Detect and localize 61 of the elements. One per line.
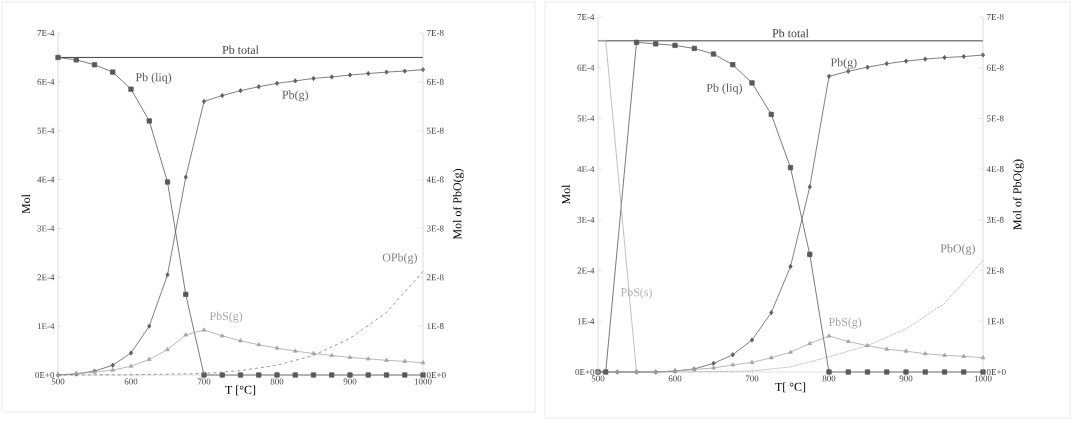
y-tick-label: 1E-4 xyxy=(577,318,595,325)
y-axis-title: Mol xyxy=(561,184,571,205)
y-tick-label: 0E+0 xyxy=(35,371,55,379)
y-tick-label: 7E-4 xyxy=(37,30,55,36)
y2-tick-label: 3E-8 xyxy=(986,216,1004,223)
y-tick-label: 6E-4 xyxy=(577,64,595,71)
x-tick-label: 900 xyxy=(899,375,913,382)
x-axis-title: T[ °C] xyxy=(775,382,806,393)
ref-line-label: Pb total xyxy=(222,45,259,54)
y2-tick-label: 6E-8 xyxy=(426,78,444,85)
x-tick-label: 600 xyxy=(668,375,682,382)
y-tick-label: 5E-4 xyxy=(37,127,55,134)
y2-tick-label: 1E-8 xyxy=(427,323,444,330)
series-label: PbS(g) xyxy=(209,311,243,323)
y2-tick-label: 3E-8 xyxy=(426,225,444,232)
x-tick-label: 700 xyxy=(197,378,211,385)
x-axis-title: T [°C] xyxy=(225,385,256,396)
x-tick-label: 600 xyxy=(124,378,138,385)
y-axis-title: Mol xyxy=(21,194,31,214)
x-tick-label: 800 xyxy=(270,378,284,385)
series-label: Pb(g) xyxy=(830,57,857,69)
series-label: Pb (liq) xyxy=(706,83,742,95)
x-tick-label: 800 xyxy=(822,375,836,382)
y2-tick-label: 5E-8 xyxy=(427,127,444,134)
y2-tick-label: 0E+0 xyxy=(426,371,446,379)
y-tick-label: 6E-4 xyxy=(37,78,55,85)
y-tick-label: 7E-4 xyxy=(577,14,595,20)
series-label: OPb(g) xyxy=(382,253,417,264)
x-tick-label: 900 xyxy=(343,378,357,385)
y2-tick-label: 0E+0 xyxy=(986,368,1006,376)
x-tick-label: 700 xyxy=(745,375,759,382)
ref-line-label: Pb total xyxy=(772,28,809,38)
y2-tick-label: 5E-8 xyxy=(987,115,1004,122)
y2-tick-label: 2E-8 xyxy=(426,274,444,281)
y-tick-label: 2E-4 xyxy=(37,274,55,281)
series-label: Pb (liq) xyxy=(135,72,172,84)
series-label: PbS(g) xyxy=(828,317,862,329)
series-label: Pb(g) xyxy=(282,90,309,102)
y-tick-label: 4E-4 xyxy=(577,166,595,173)
y-tick-label: 3E-4 xyxy=(37,225,55,232)
y2-tick-label: 7E-8 xyxy=(427,29,444,37)
series-label: PbS(s) xyxy=(620,287,652,299)
y2-tick-label: 2E-8 xyxy=(986,267,1004,274)
y2-tick-label: 1E-8 xyxy=(987,318,1004,325)
y2-axis-title: Mol of PbO(g) xyxy=(1012,159,1024,230)
y-tick-label: 5E-4 xyxy=(577,115,595,122)
y-tick-label: 2E-4 xyxy=(577,267,595,274)
y2-tick-label: 4E-8 xyxy=(426,176,444,183)
y2-tick-label: 6E-8 xyxy=(986,64,1004,71)
x-tick-label: 500 xyxy=(591,375,605,382)
y2-axis-title: Mol of PbO(g) xyxy=(452,169,464,240)
y-tick-label: 3E-4 xyxy=(577,216,595,223)
y-tick-label: 0E+0 xyxy=(575,368,595,376)
x-tick-label: 1000 xyxy=(974,375,992,382)
y2-tick-label: 4E-8 xyxy=(986,166,1004,173)
x-tick-label: 500 xyxy=(51,378,65,385)
x-tick-label: 1000 xyxy=(414,378,432,385)
y2-tick-label: 7E-8 xyxy=(987,13,1004,21)
y-tick-label: 1E-4 xyxy=(37,323,55,330)
series-label: PbO(g) xyxy=(940,244,975,255)
y-tick-label: 4E-4 xyxy=(37,176,55,183)
